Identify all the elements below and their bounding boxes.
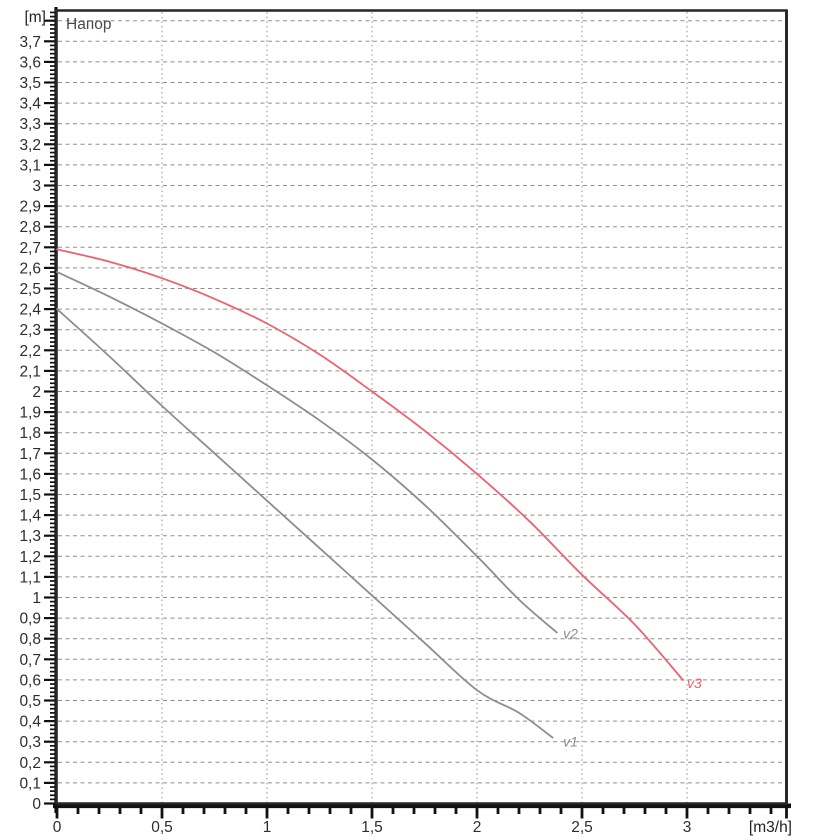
y-tick-label: 3,3 bbox=[19, 116, 41, 133]
y-tick-label: 1,4 bbox=[19, 508, 41, 525]
y-tick-label: 2,9 bbox=[19, 199, 41, 216]
y-tick-label: 2 bbox=[32, 384, 41, 401]
x-tick-label: 2 bbox=[473, 819, 482, 836]
curve-v2 bbox=[56, 271, 558, 634]
x-tick-label: 0,5 bbox=[151, 819, 173, 836]
gridlines bbox=[58, 12, 786, 803]
y-tick-label: 2,4 bbox=[19, 302, 41, 319]
y-tick-label: 2,7 bbox=[19, 240, 41, 257]
y-tick-label: 0,3 bbox=[19, 734, 41, 751]
y-tick-label: 0,8 bbox=[19, 631, 41, 648]
x-axis-tick-labels: 0 0,5 1 1,5 2 2,5 3 bbox=[53, 819, 692, 836]
y-tick-label: 1 bbox=[32, 590, 41, 607]
curve-labels: v1 v2 v3 bbox=[563, 626, 702, 750]
y-axis-unit-label: [m] bbox=[24, 9, 46, 26]
y-tick-label: 3,5 bbox=[19, 75, 41, 92]
y-tick-label: 3,6 bbox=[19, 54, 41, 71]
y-tick-label: 1,8 bbox=[19, 425, 41, 442]
plot-border bbox=[55, 9, 788, 805]
y-tick-label: 2,2 bbox=[19, 343, 41, 360]
y-tick-label: 0,5 bbox=[19, 693, 41, 710]
x-tick-label: 0 bbox=[53, 819, 62, 836]
y-tick-label: 3 bbox=[32, 178, 41, 195]
curve-label-v3: v3 bbox=[687, 675, 702, 691]
y-tick-label: 0 bbox=[32, 796, 41, 813]
y-tick-label: 2,5 bbox=[19, 281, 41, 298]
y-tick-label: 3,1 bbox=[19, 157, 41, 174]
y-tick-label: 2,8 bbox=[19, 219, 41, 236]
pump-curves bbox=[56, 248, 684, 739]
y-tick-label: 3,4 bbox=[19, 96, 41, 113]
y-tick-label: 0,9 bbox=[19, 611, 41, 628]
curve-label-v1: v1 bbox=[563, 734, 578, 750]
axis-rulers bbox=[44, 7, 791, 819]
y-tick-label: 0,2 bbox=[19, 755, 41, 772]
x-tick-label: 1,5 bbox=[361, 819, 383, 836]
y-tick-label: 1,7 bbox=[19, 446, 41, 463]
y-tick-label: 1,2 bbox=[19, 549, 41, 566]
y-tick-label: 1,3 bbox=[19, 528, 41, 545]
curve-v1 bbox=[56, 308, 554, 739]
y-tick-label: 3,2 bbox=[19, 137, 41, 154]
y-tick-label: 0,7 bbox=[19, 652, 41, 669]
y-tick-label: 2,1 bbox=[19, 363, 41, 380]
y-tick-label: 0,6 bbox=[19, 672, 41, 689]
y-tick-label: 1,1 bbox=[19, 569, 41, 586]
x-tick-label: 3 bbox=[683, 819, 692, 836]
x-tick-label: 2,5 bbox=[571, 819, 593, 836]
y-tick-label: 1,5 bbox=[19, 487, 41, 504]
x-axis-unit-label: [m3/h] bbox=[749, 819, 792, 836]
y-tick-label: 3,7 bbox=[19, 34, 41, 51]
y-tick-label: 2,3 bbox=[19, 322, 41, 339]
x-tick-label: 1 bbox=[263, 819, 272, 836]
curve-label-v2: v2 bbox=[563, 626, 578, 642]
y-tick-label: 2,6 bbox=[19, 260, 41, 277]
y-tick-label: 0,1 bbox=[19, 775, 41, 792]
chart-title: Напор bbox=[66, 16, 111, 33]
curve-v3 bbox=[56, 248, 684, 681]
y-axis-tick-labels: 0 0,1 0,2 0,3 0,4 0,5 0,6 0,7 0,8 0,9 1 1,1 1,2 1,3 1,… bbox=[19, 34, 41, 813]
y-tick-label: 1,6 bbox=[19, 466, 41, 483]
y-tick-label: 0,4 bbox=[19, 714, 41, 731]
y-tick-label: 1,9 bbox=[19, 405, 41, 422]
